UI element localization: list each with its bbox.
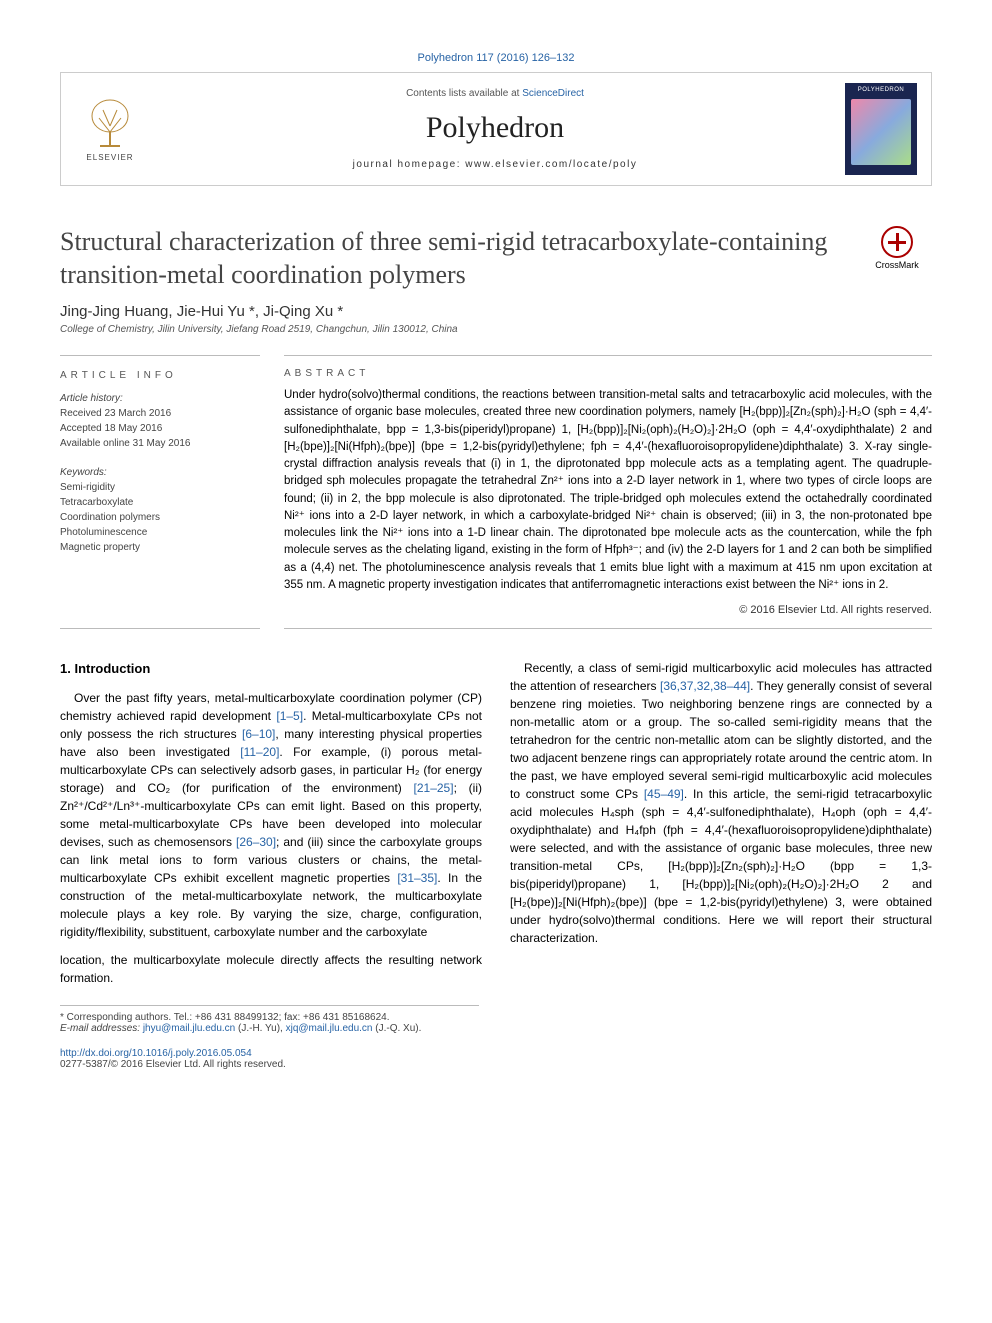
crossmark-label: CrossMark (875, 260, 919, 270)
ref-link[interactable]: [11–20] (240, 745, 279, 759)
issn-line: 0277-5387/© 2016 Elsevier Ltd. All right… (60, 1059, 932, 1070)
abstract-block: ABSTRACT Under hydro(solvo)thermal condi… (284, 355, 932, 629)
keywords-label: Keywords: (60, 465, 260, 480)
doi-link[interactable]: http://dx.doi.org/10.1016/j.poly.2016.05… (60, 1048, 252, 1059)
abstract-text: Under hydro(solvo)thermal conditions, th… (284, 387, 932, 594)
intro-p2: Recently, a class of semi-rigid multicar… (510, 659, 932, 947)
affiliation: College of Chemistry, Jilin University, … (60, 324, 932, 335)
journal-homepage: journal homepage: www.elsevier.com/locat… (163, 159, 827, 170)
sciencedirect-link[interactable]: ScienceDirect (522, 88, 584, 99)
article-info-heading: ARTICLE INFO (60, 368, 260, 383)
cover-label: POLYHEDRON (845, 87, 917, 93)
intro-p1-tail: location, the multicarboxylate molecule … (60, 951, 482, 987)
received-date: Received 23 March 2016 (60, 406, 260, 421)
online-date: Available online 31 May 2016 (60, 436, 260, 451)
article-info-block: ARTICLE INFO Article history: Received 2… (60, 355, 260, 629)
abstract-copyright: © 2016 Elsevier Ltd. All rights reserved… (284, 604, 932, 616)
text: . They generally consist of several benz… (510, 679, 932, 801)
keyword: Semi-rigidity (60, 480, 260, 495)
contents-prefix: Contents lists available at (406, 88, 522, 99)
cover-art-icon (851, 99, 911, 165)
crossmark-icon (881, 226, 913, 258)
elsevier-tree-icon (85, 96, 135, 151)
email-label: E-mail addresses: (60, 1023, 143, 1034)
paper-title: Structural characterization of three sem… (60, 226, 844, 291)
elsevier-logo: ELSEVIER (75, 89, 145, 169)
footnotes: * Corresponding authors. Tel.: +86 431 8… (60, 1005, 479, 1034)
text: (J.-Q. Xu). (372, 1023, 421, 1034)
keyword: Photoluminescence (60, 525, 260, 540)
body-columns: 1. Introduction Over the past fifty year… (60, 659, 932, 987)
journal-header: ELSEVIER Contents lists available at Sci… (60, 72, 932, 186)
ref-link[interactable]: [26–30] (236, 835, 276, 849)
contents-line: Contents lists available at ScienceDirec… (163, 88, 827, 99)
text: (J.-H. Yu), (235, 1023, 285, 1034)
keyword: Coordination polymers (60, 510, 260, 525)
abstract-heading: ABSTRACT (284, 368, 932, 379)
journal-cover-thumb: POLYHEDRON (845, 83, 917, 175)
email-link[interactable]: jhyu@mail.jlu.edu.cn (143, 1023, 235, 1034)
ref-link[interactable]: [36,37,32,38–44] (660, 679, 750, 693)
keyword: Tetracarboxylate (60, 495, 260, 510)
intro-heading: 1. Introduction (60, 659, 482, 679)
crossmark-badge[interactable]: CrossMark (862, 226, 932, 270)
intro-p1: Over the past fifty years, metal-multica… (60, 689, 482, 941)
ref-link[interactable]: [31–35] (397, 871, 437, 885)
history-label: Article history: (60, 391, 260, 406)
citation-link[interactable]: Polyhedron 117 (2016) 126–132 (418, 52, 575, 64)
authors-text: Jing-Jing Huang, Jie-Hui Yu *, Ji-Qing X… (60, 303, 343, 320)
text: . In this article, the semi-rigid tetrac… (510, 787, 932, 945)
ref-link[interactable]: [21–25] (414, 781, 454, 795)
ref-link[interactable]: [45–49] (644, 787, 684, 801)
publisher-label: ELSEVIER (86, 153, 133, 162)
accepted-date: Accepted 18 May 2016 (60, 421, 260, 436)
journal-name: Polyhedron (163, 111, 827, 145)
email-line: E-mail addresses: jhyu@mail.jlu.edu.cn (… (60, 1023, 479, 1034)
keyword: Magnetic property (60, 540, 260, 555)
email-link[interactable]: xjq@mail.jlu.edu.cn (286, 1023, 373, 1034)
corresponding-note: * Corresponding authors. Tel.: +86 431 8… (60, 1012, 479, 1023)
authors-line: Jing-Jing Huang, Jie-Hui Yu *, Ji-Qing X… (60, 303, 932, 320)
citation-line: Polyhedron 117 (2016) 126–132 (60, 50, 932, 64)
doi-block: http://dx.doi.org/10.1016/j.poly.2016.05… (60, 1048, 932, 1070)
ref-link[interactable]: [1–5] (276, 709, 303, 723)
ref-link[interactable]: [6–10] (242, 727, 275, 741)
